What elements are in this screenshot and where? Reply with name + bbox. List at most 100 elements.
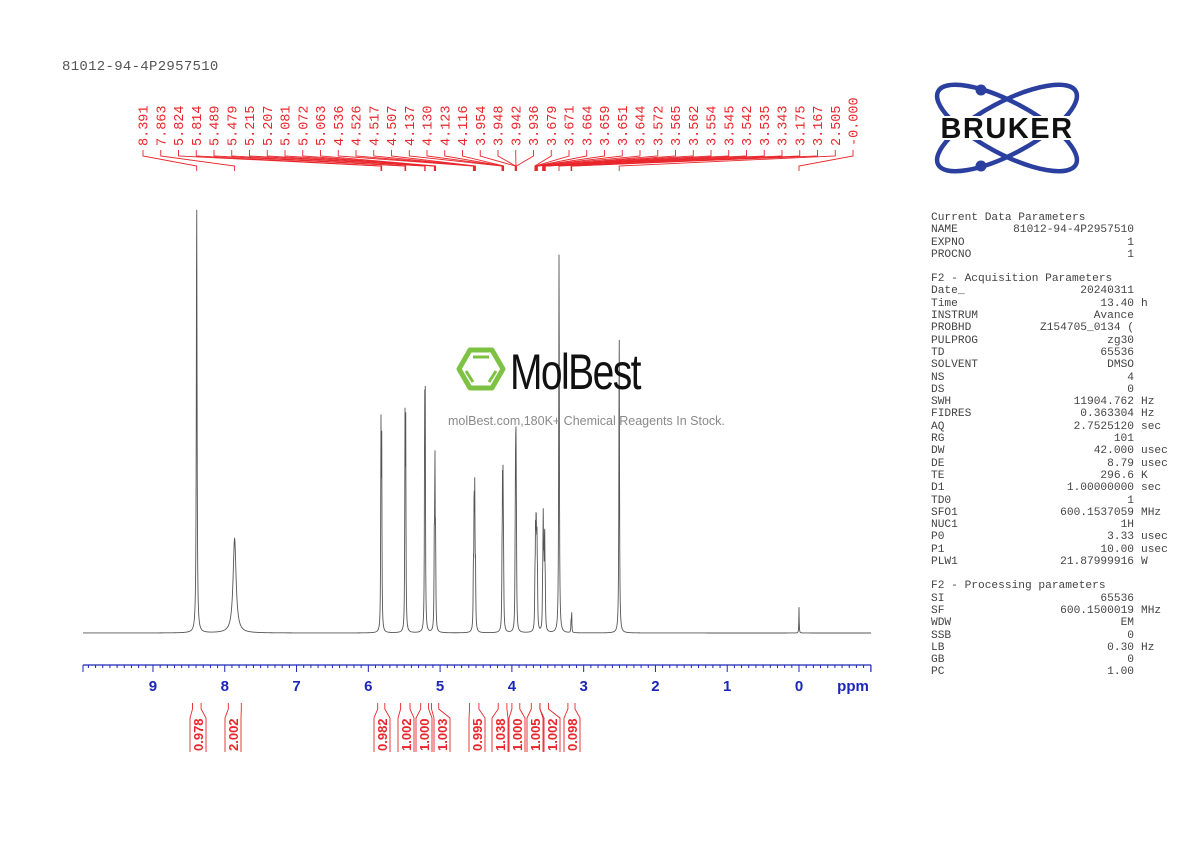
parameter-unit: usec (1141, 445, 1168, 458)
parameter-row: WDW EM (931, 617, 1177, 629)
parameter-row: FIDRES 0.363304 Hz (931, 408, 1177, 420)
parameter-key: RG (931, 433, 945, 446)
svg-text:0.982: 0.982 (375, 718, 390, 751)
svg-text:4.123: 4.123 (439, 105, 454, 146)
parameter-value: Z154705_0134 ( (1040, 322, 1134, 335)
svg-text:4.137: 4.137 (404, 105, 419, 146)
parameter-key: DS (931, 383, 945, 396)
parameter-unit: usec (1141, 457, 1168, 470)
parameter-row: GB 0 (931, 654, 1177, 666)
parameter-value: 21.87999916 (1060, 556, 1134, 569)
svg-text:3.542: 3.542 (741, 105, 756, 146)
svg-text:3.535: 3.535 (759, 105, 774, 146)
parameter-key: PLW1 (931, 556, 958, 569)
svg-text:3.679: 3.679 (546, 105, 561, 146)
parameter-unit: K (1141, 469, 1148, 482)
svg-text:9: 9 (149, 678, 157, 695)
parameter-value: 2.7525120 (1073, 420, 1134, 433)
parameter-unit (1134, 519, 1177, 531)
parameter-row: TD 65536 (931, 347, 1177, 359)
parameter-key: WDW (931, 617, 952, 630)
parameter-unit: Hz (1141, 396, 1155, 409)
svg-text:3.664: 3.664 (581, 105, 596, 146)
parameter-row: RG 101 (931, 433, 1177, 445)
parameter-key: PROBHD (931, 322, 972, 335)
parameter-unit (1134, 495, 1177, 507)
svg-text:5.215: 5.215 (244, 105, 259, 146)
parameter-unit (1134, 335, 1177, 347)
svg-text:ppm: ppm (837, 678, 869, 695)
parameter-value: zg30 (1107, 334, 1134, 347)
svg-text:1: 1 (723, 678, 731, 695)
parameter-row: SFO1 600.1537059 MHz (931, 507, 1177, 519)
parameter-row: SOLVENT DMSO (931, 359, 1177, 371)
svg-text:3.936: 3.936 (528, 105, 543, 146)
svg-text:4.536: 4.536 (333, 105, 348, 146)
parameter-key: NAME (931, 224, 958, 237)
parameter-key: SFO1 (931, 506, 958, 519)
parameter-value: 296.6 (1100, 469, 1134, 482)
parameter-row: NUC1 1H (931, 519, 1177, 531)
parameter-key: DE (931, 457, 945, 470)
parameter-key: PC (931, 666, 945, 679)
parameter-row: Date_ 20240311 (931, 285, 1177, 297)
parameter-key: P1 (931, 543, 945, 556)
svg-text:5.072: 5.072 (297, 105, 312, 146)
parameter-value: 1.00 (1107, 666, 1134, 679)
parameter-unit (1134, 237, 1177, 249)
parameter-unit: usec (1141, 531, 1168, 544)
molbest-logo-icon (456, 347, 506, 391)
parameter-key: P0 (931, 531, 945, 544)
parameter-value: 600.1500019 (1060, 604, 1134, 617)
svg-text:3.942: 3.942 (510, 105, 525, 146)
svg-text:1.002: 1.002 (545, 718, 560, 751)
parameter-value: 4 (1127, 371, 1134, 384)
parameter-value: 0 (1127, 629, 1134, 642)
svg-text:6: 6 (364, 678, 372, 695)
svg-text:3.651: 3.651 (617, 105, 632, 146)
parameter-row: PROBHD Z154705_0134 ( (931, 322, 1177, 334)
parameter-row: PC 1.00 (931, 666, 1177, 678)
svg-text:7: 7 (292, 678, 300, 695)
svg-text:3.671: 3.671 (564, 105, 579, 146)
parameter-unit: h (1141, 297, 1148, 310)
parameter-key: SF (931, 604, 945, 617)
svg-text:5.814: 5.814 (191, 105, 206, 146)
svg-text:5.207: 5.207 (262, 105, 277, 146)
svg-text:8.391: 8.391 (138, 105, 153, 146)
parameter-value: 13.40 (1100, 297, 1134, 310)
parameter-value: 0.30 (1107, 641, 1134, 654)
parameter-row: AQ 2.7525120 sec (931, 421, 1177, 433)
bruker-logo: BRUKER (923, 82, 1091, 174)
acquisition-parameters-panel: Current Data Parameters NAME 81012-94-4P29… (931, 212, 1177, 679)
svg-text:3.659: 3.659 (599, 105, 614, 146)
svg-text:5.063: 5.063 (315, 105, 330, 146)
svg-text:3.175: 3.175 (794, 105, 809, 146)
parameter-section-title: Current Data Parameters (931, 212, 1086, 224)
parameter-row: LB 0.30 Hz (931, 642, 1177, 654)
parameter-row: TD0 1 (931, 495, 1177, 507)
parameter-row: PLW1 21.87999916 W (931, 556, 1177, 568)
parameter-unit (1134, 593, 1177, 605)
ppm-axis: 9 8 7 6 5 4 3 2 1 0 ppm (82, 664, 872, 695)
parameter-value: 1 (1127, 494, 1134, 507)
parameter-key: Date_ (931, 285, 965, 298)
parameter-key: NS (931, 371, 945, 384)
parameter-key: SWH (931, 396, 952, 409)
svg-text:7.863: 7.863 (155, 105, 170, 146)
svg-text:3.343: 3.343 (777, 105, 792, 146)
svg-text:5.824: 5.824 (173, 105, 188, 146)
parameter-key: TE (931, 469, 945, 482)
peak-labels: 8.391 7.863 5.824 5.814 5.489 5.479 5.215 5.207… (138, 97, 863, 171)
parameter-section: F2 - Acquisition Parameters Date_ 20240311… (931, 273, 1177, 568)
parameter-value: 20240311 (1080, 285, 1134, 298)
molbest-watermark-brand: MolBest (510, 344, 642, 400)
svg-text:3.545: 3.545 (723, 105, 738, 146)
parameter-row: NAME 81012-94-4P2957510 (931, 224, 1177, 236)
parameter-key: SOLVENT (931, 359, 978, 372)
integrals: 0.978 2.002 0.982 1.002 1.000 1.003 0.995 1.038… (189, 703, 581, 752)
parameter-value: 8.79 (1107, 457, 1134, 470)
parameter-value: 600.1537059 (1060, 506, 1134, 519)
svg-text:1.038: 1.038 (493, 718, 508, 751)
parameter-key: NUC1 (931, 519, 958, 532)
